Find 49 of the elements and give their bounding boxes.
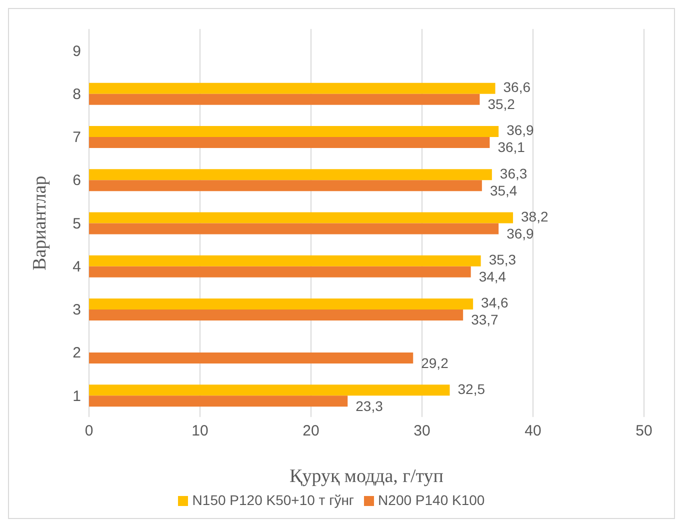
y-tick-label: 8 [72,86,81,103]
y-tick-label: 2 [72,344,81,362]
x-tick-label: 30 [414,422,430,440]
x-tick-label: 20 [302,422,320,440]
bar [89,309,464,320]
y-tick-label: 6 [72,172,81,190]
bar [89,126,499,137]
x-tick-label: 10 [192,422,208,440]
data-label: 36,6 [503,79,531,96]
data-label: 35,4 [490,182,518,198]
bar [89,137,490,148]
data-label: 32,5 [458,380,486,397]
y-tick-label: 4 [72,258,81,276]
data-label: 33,7 [471,312,499,328]
legend-label: N200 P140 K100 [378,492,485,508]
y-axis-title: Вариантлар [30,176,51,270]
data-label: 36,3 [500,165,528,182]
data-label: 35,3 [488,252,516,268]
y-tick-label: 3 [72,302,81,319]
bar [89,255,481,266]
bar [89,298,474,310]
data-label: 34,4 [478,268,506,285]
data-label: 29,2 [421,354,449,371]
data-label: 35,2 [488,96,516,112]
y-tick-label: 5 [72,215,81,232]
x-tick-label: 50 [636,422,652,440]
bar [89,384,450,396]
y-tick-label: 1 [72,388,81,405]
bar [89,82,496,94]
x-axis-title: Қуруқ модда, г/туп [290,466,444,487]
data-label: 36,9 [506,225,534,242]
x-tick-label: 0 [84,422,94,440]
bar [89,266,471,278]
data-label: 38,2 [521,208,548,224]
y-tick-label: 7 [72,129,81,146]
bar [89,396,348,407]
bar [89,180,482,192]
y-tick-label: 9 [72,42,81,60]
x-tick-label: 40 [524,422,542,440]
legend-label: N150 P120 K50+10 т гўнг [192,492,354,508]
data-label: 23,3 [356,398,384,414]
bar [89,94,480,105]
bar [89,169,492,180]
data-label: 36,9 [506,122,534,138]
bar [89,223,499,234]
bar [89,352,414,364]
data-label: 34,6 [481,294,509,311]
bar [89,212,514,224]
data-label: 36,1 [498,139,526,156]
